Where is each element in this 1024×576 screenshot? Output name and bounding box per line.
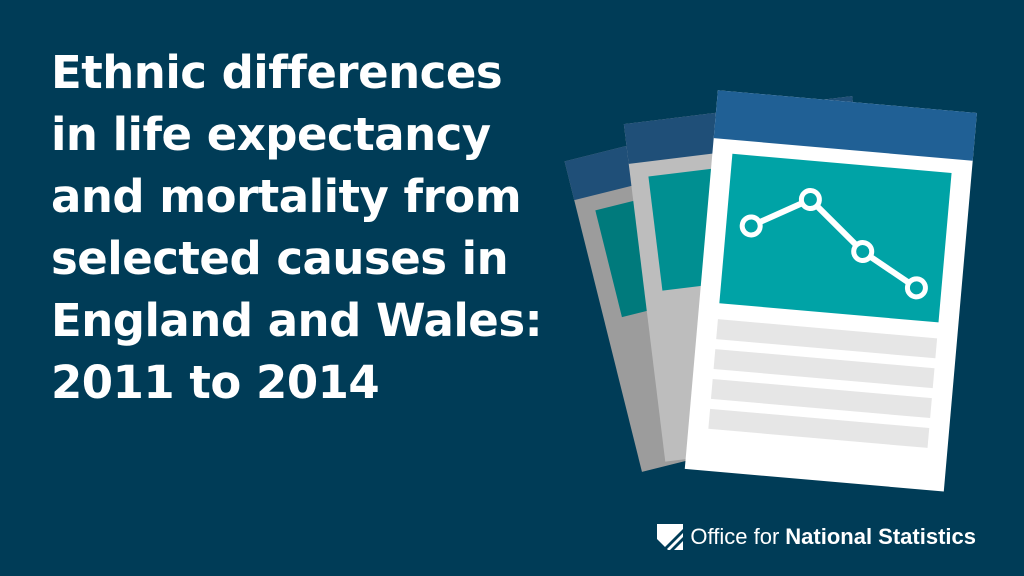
- text-line-2: [713, 349, 935, 389]
- text-line-1: [716, 319, 938, 359]
- logo-text-light: Office for: [690, 524, 780, 549]
- chart-line: [749, 196, 919, 291]
- page-title: Ethnic differences in life expectancy an…: [51, 42, 591, 414]
- document-stack-line-chart-icon: [564, 90, 977, 492]
- title-line-4: selected causes in: [51, 232, 509, 285]
- text-line-4: [708, 408, 930, 448]
- front-document: [684, 90, 977, 492]
- title-line-3: and mortality from: [51, 170, 522, 223]
- chart-point-4: [904, 276, 928, 300]
- chart-point-3: [851, 240, 875, 264]
- chart-point-2: [798, 188, 822, 212]
- title-line-6: 2011 to 2014: [51, 356, 380, 409]
- text-line-3: [710, 378, 932, 419]
- chart-points: [739, 188, 928, 300]
- title-line-1: Ethnic differences: [51, 46, 503, 99]
- title-line-2: in life expectancy: [51, 108, 491, 161]
- ons-logo: Office for National Statistics: [656, 522, 976, 552]
- chart-point-1: [739, 214, 763, 238]
- logo-text-bold: National Statistics: [785, 524, 976, 549]
- ons-logo-icon: [657, 524, 684, 550]
- title-line-5: England and Wales:: [51, 294, 543, 347]
